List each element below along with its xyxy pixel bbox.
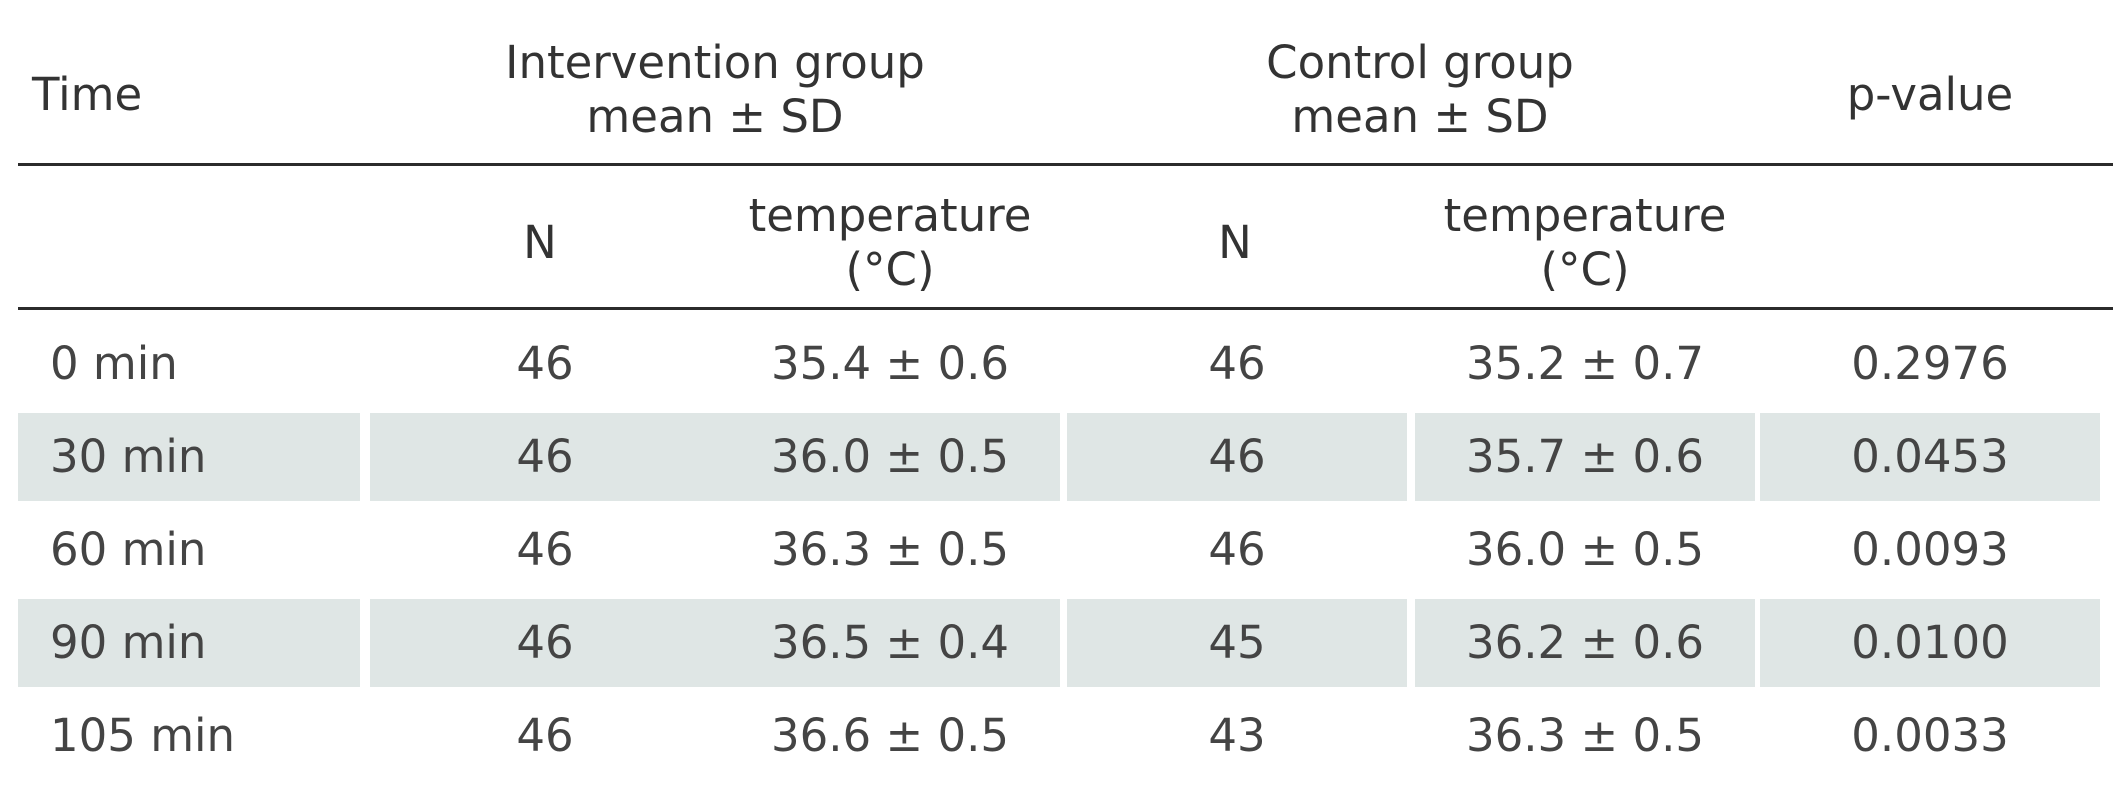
row-ctl-n: 46 [1067,413,1407,501]
row-ctl-n: 43 [1208,709,1266,762]
row-ctl-n: 46 [1208,523,1266,576]
row-int-temp: 36.6 ± 0.5 [770,709,1010,762]
row-pvalue: 0.0453 [1760,413,2100,501]
row-ctl-n: 45 [1067,599,1407,687]
row-time: 30 min [18,413,360,501]
row-int-n: 46 [370,413,720,501]
row-time: 60 min [50,523,207,576]
subheader-ctl-n: N [1218,215,1252,269]
header-intervention: Intervention group mean ± SD [355,25,1075,155]
row-time: 90 min [18,599,360,687]
row-ctl-temp: 35.2 ± 0.7 [1465,337,1705,390]
subheader-ctl-temp-label: temperature [1443,188,1727,242]
subheader-rule [18,307,2113,310]
subheader-int-temp: temperature (°C) [720,180,1060,305]
header-control-stat: mean ± SD [1291,90,1549,143]
subheader-ctl-temp: temperature (°C) [1415,180,1755,305]
row-pvalue: 0.2976 [1851,337,2009,390]
row-int-n: 46 [516,337,574,390]
subheader-int-temp-label: temperature [748,188,1032,242]
header-control: Control group mean ± SD [1060,25,1780,155]
header-control-title: Control group [1266,36,1574,89]
subheader-int-temp-unit: (°C) [845,242,935,296]
header-intervention-stat: mean ± SD [586,90,844,143]
header-intervention-title: Intervention group [505,36,925,89]
row-int-temp: 36.0 ± 0.5 [720,413,1060,501]
row-int-temp: 36.3 ± 0.5 [770,523,1010,576]
header-time: Time [32,68,143,121]
row-pvalue: 0.0093 [1851,523,2009,576]
header-rule [18,163,2113,166]
header-pvalue: p-value [1846,68,2014,121]
subheader-ctl-temp-unit: (°C) [1540,242,1630,296]
row-time: 0 min [50,337,178,390]
row-int-n: 46 [370,599,720,687]
row-ctl-n: 46 [1208,337,1266,390]
row-pvalue: 0.0033 [1851,709,2009,762]
row-int-n: 46 [516,709,574,762]
row-pvalue: 0.0100 [1760,599,2100,687]
row-int-temp: 36.5 ± 0.4 [720,599,1060,687]
row-int-n: 46 [516,523,574,576]
row-int-temp: 35.4 ± 0.6 [770,337,1010,390]
row-ctl-temp: 35.7 ± 0.6 [1415,413,1755,501]
subheader-int-n: N [523,215,557,269]
row-ctl-temp: 36.0 ± 0.5 [1465,523,1705,576]
row-time: 105 min [50,709,236,762]
row-ctl-temp: 36.2 ± 0.6 [1415,599,1755,687]
row-ctl-temp: 36.3 ± 0.5 [1465,709,1705,762]
